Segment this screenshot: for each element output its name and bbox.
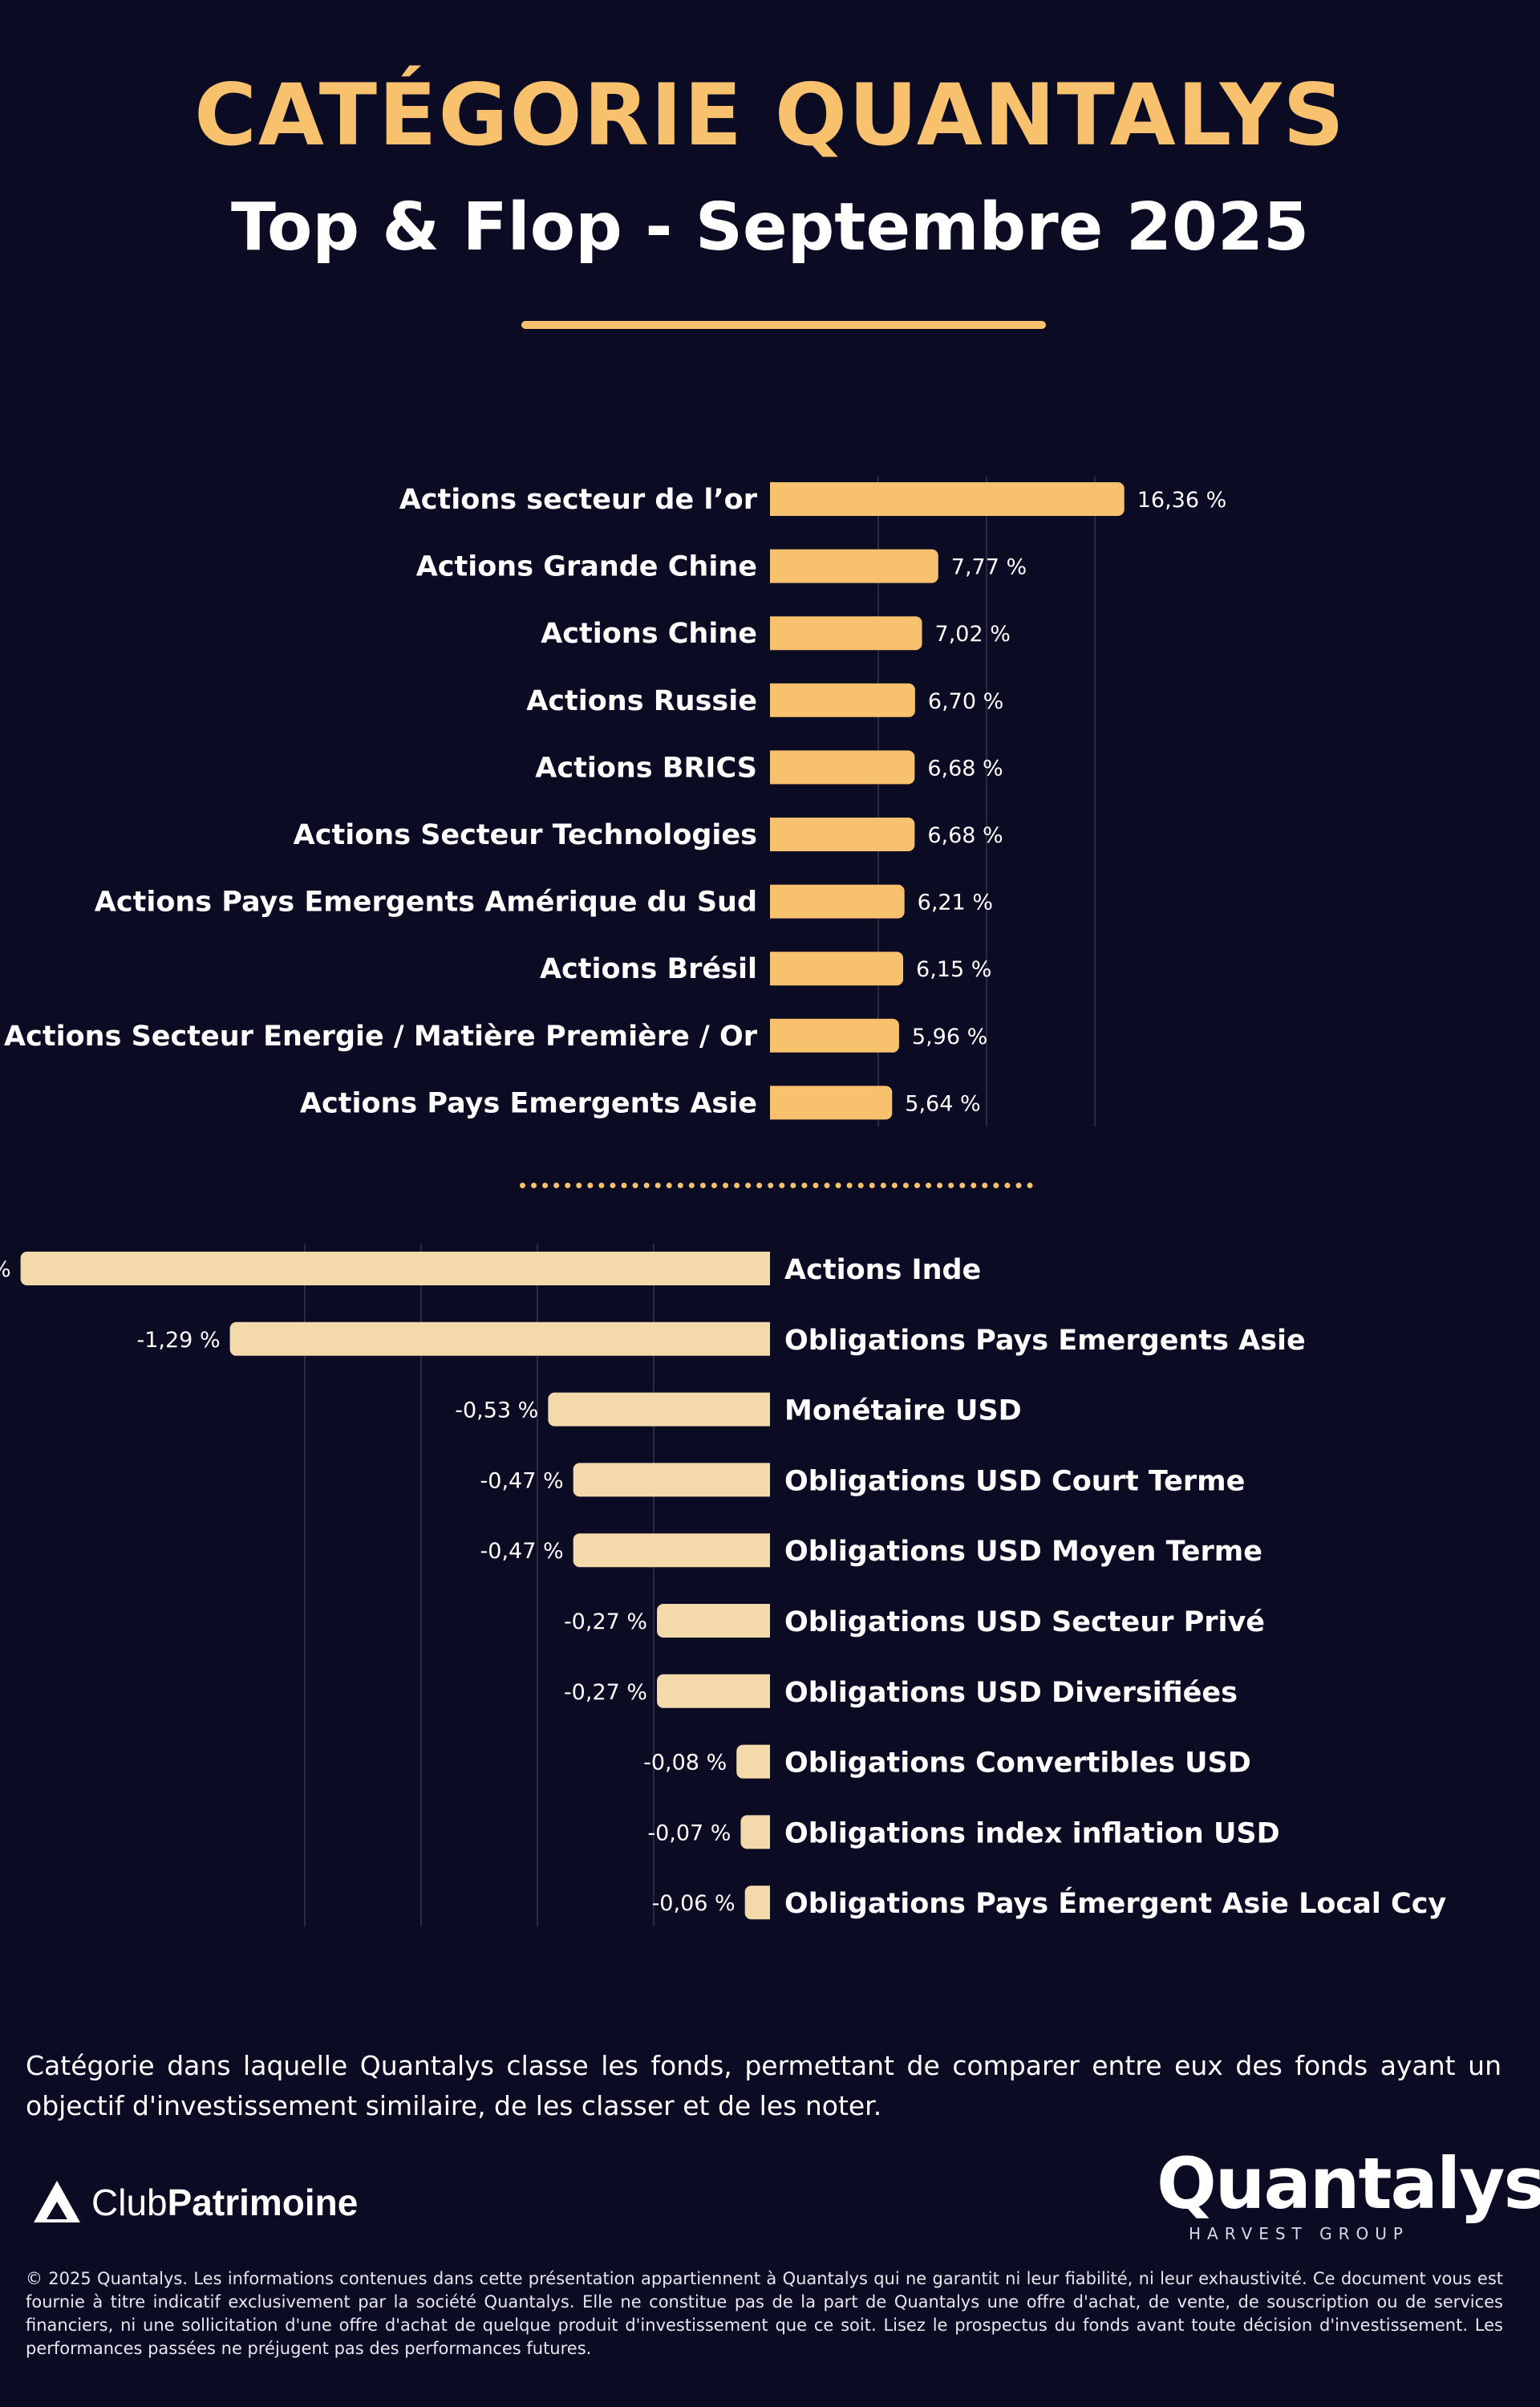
top-bar-2 bbox=[770, 616, 922, 651]
flop-category-label-1: Obligations Pays Emergents Asie bbox=[784, 1325, 1306, 1357]
flop-category-label-8: Obligations index inflation USD bbox=[784, 1817, 1280, 1849]
legal-disclaimer: © 2025 Quantalys. Les informations conte… bbox=[26, 2269, 1503, 2358]
flop-value-label-5: -0,27 % bbox=[564, 1609, 647, 1634]
top-category-label-2: Actions Chine bbox=[541, 618, 757, 650]
clubpatrimoine-logo-text: ClubPatrimoine bbox=[91, 2182, 359, 2223]
top-bar-6 bbox=[770, 884, 905, 919]
flop-bar-5 bbox=[657, 1604, 770, 1638]
flop-value-label-2: -0,53 % bbox=[455, 1398, 538, 1423]
top-value-label-5: 6,68 % bbox=[927, 823, 1003, 848]
flop-category-label-4: Obligations USD Moyen Terme bbox=[784, 1536, 1262, 1568]
top-bar-4 bbox=[770, 750, 915, 785]
top-bar-7 bbox=[770, 952, 904, 986]
flop-category-label-5: Obligations USD Secteur Privé bbox=[784, 1606, 1265, 1638]
top-flop-chart: Actions secteur de l’or 16,36 % Actions Gr… bbox=[0, 477, 1446, 1927]
flop-bar-4 bbox=[573, 1533, 770, 1568]
flop-category-label-0: Actions Inde bbox=[784, 1254, 981, 1286]
page-title: CATÉGORIE QUANTALYS bbox=[194, 66, 1346, 164]
flop-bar-0 bbox=[20, 1252, 770, 1285]
top-category-label-3: Actions Russie bbox=[526, 685, 757, 717]
flop-bar-1 bbox=[229, 1321, 770, 1356]
flop-value-label-1: -1,29 % bbox=[137, 1328, 221, 1353]
top-value-label-1: 7,77 % bbox=[951, 555, 1027, 580]
flop-category-label-9: Obligations Pays Émergent Asie Local Ccy bbox=[784, 1886, 1446, 1920]
flop-bar-2 bbox=[548, 1392, 770, 1427]
top-bar-5 bbox=[770, 818, 915, 851]
flop-category-label-2: Monétaire USD bbox=[784, 1395, 1022, 1427]
quantalys-logo-subtext: HARVEST GROUP bbox=[1189, 2224, 1409, 2243]
top-value-label-7: 6,15 % bbox=[916, 957, 991, 982]
page-subtitle: Top & Flop - Septembre 2025 bbox=[230, 189, 1310, 266]
top-value-label-3: 6,70 % bbox=[928, 689, 1003, 714]
flop-bar-8 bbox=[740, 1815, 770, 1849]
top-category-label-1: Actions Grande Chine bbox=[416, 551, 757, 583]
quantalys-logo: Quantalys HARVEST GROUP bbox=[1157, 2142, 1540, 2244]
top-value-label-0: 16,36 % bbox=[1137, 488, 1227, 513]
flop-category-label-7: Obligations Convertibles USD bbox=[784, 1747, 1251, 1780]
top-value-label-9: 5,64 % bbox=[905, 1091, 980, 1116]
top-category-label-4: Actions BRICS bbox=[535, 752, 757, 784]
flop-value-label-7: -0,08 % bbox=[643, 1751, 727, 1776]
flop-value-label-0: -1,79 % bbox=[0, 1257, 11, 1282]
clubpatrimoine-logo: ClubPatrimoine bbox=[32, 2174, 358, 2230]
category-note: Catégorie dans laquelle Quantalys classe… bbox=[26, 2050, 1502, 2121]
top-value-label-2: 7,02 % bbox=[935, 622, 1011, 647]
top-category-label-8: Actions Secteur Energie / Matière Premiè… bbox=[4, 1021, 758, 1053]
top-category-label-9: Actions Pays Emergents Asie bbox=[300, 1087, 757, 1119]
flop-bar-3 bbox=[573, 1463, 770, 1497]
flop-bar-7 bbox=[736, 1744, 770, 1779]
flop-value-label-3: -0,47 % bbox=[480, 1468, 564, 1493]
top-category-label-0: Actions secteur de l’or bbox=[399, 484, 758, 516]
flop-value-label-9: -0,06 % bbox=[652, 1891, 736, 1916]
top-bar-9 bbox=[770, 1086, 893, 1120]
flop-value-label-8: -0,07 % bbox=[647, 1820, 731, 1845]
top-bar-8 bbox=[770, 1018, 899, 1053]
top-category-label-7: Actions Brésil bbox=[540, 953, 757, 985]
section-divider-dots bbox=[520, 1183, 1033, 1188]
top-value-label-8: 5,96 % bbox=[912, 1025, 987, 1049]
quantalys-logo-text: Quantalys bbox=[1157, 2142, 1540, 2225]
top-bar-3 bbox=[770, 683, 915, 717]
top-bar-0 bbox=[770, 482, 1125, 516]
top-value-label-4: 6,68 % bbox=[927, 756, 1003, 781]
flop-bar-9 bbox=[744, 1885, 770, 1920]
clubpatrimoine-logo-mark-icon bbox=[34, 2181, 80, 2222]
flop-value-label-4: -0,47 % bbox=[480, 1539, 564, 1564]
top-value-label-6: 6,21 % bbox=[918, 891, 993, 915]
top-category-label-6: Actions Pays Emergents Amérique du Sud bbox=[95, 887, 757, 919]
flop-category-label-3: Obligations USD Court Terme bbox=[784, 1465, 1245, 1497]
flop-category-label-6: Obligations USD Diversifiées bbox=[784, 1677, 1238, 1709]
top-category-label-5: Actions Secteur Technologies bbox=[294, 819, 757, 851]
flop-value-label-6: -0,27 % bbox=[564, 1680, 647, 1705]
top-bar-1 bbox=[770, 549, 938, 583]
flop-bar-6 bbox=[657, 1674, 770, 1708]
title-divider bbox=[521, 321, 1046, 329]
